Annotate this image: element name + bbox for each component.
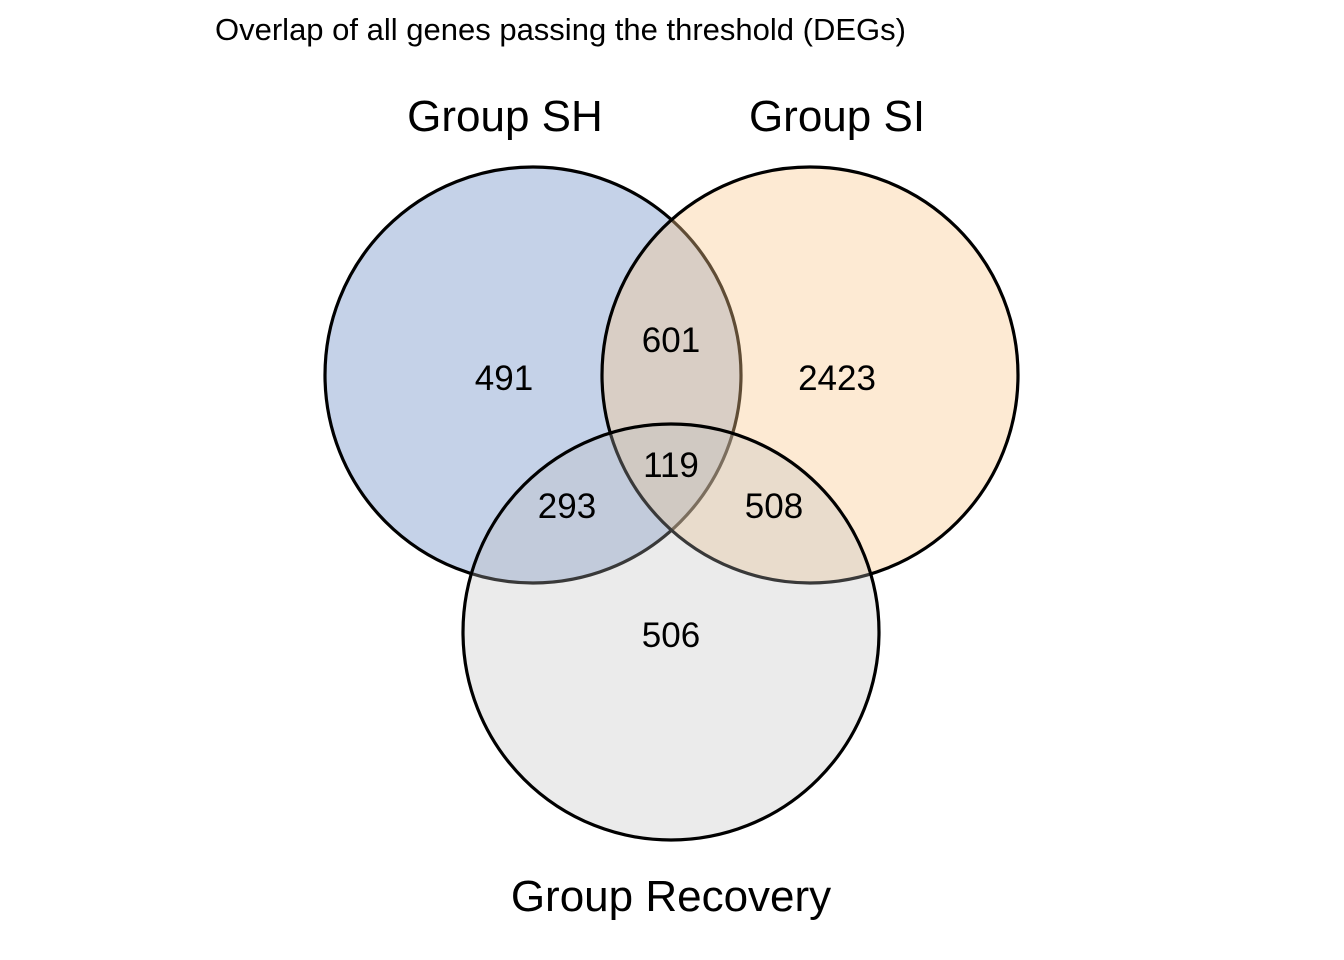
count-all-three: 119: [643, 446, 699, 485]
set-circle-si: [600, 165, 1020, 585]
set-circle-sh: [323, 165, 743, 585]
count-recovery-only: 506: [642, 616, 700, 655]
set-label-si: Group SI: [749, 92, 925, 141]
count-sh-only: 491: [475, 359, 533, 398]
set-label-sh: Group SH: [407, 92, 603, 141]
count-si-recovery: 508: [745, 487, 803, 526]
count-sh-recovery: 293: [538, 487, 596, 526]
chart-title: Overlap of all genes passing the thresho…: [215, 12, 906, 47]
set-label-recovery: Group Recovery: [511, 872, 831, 921]
set-circle-recovery: [461, 422, 881, 842]
count-si-only: 2423: [798, 359, 876, 398]
count-sh-si: 601: [642, 321, 700, 360]
